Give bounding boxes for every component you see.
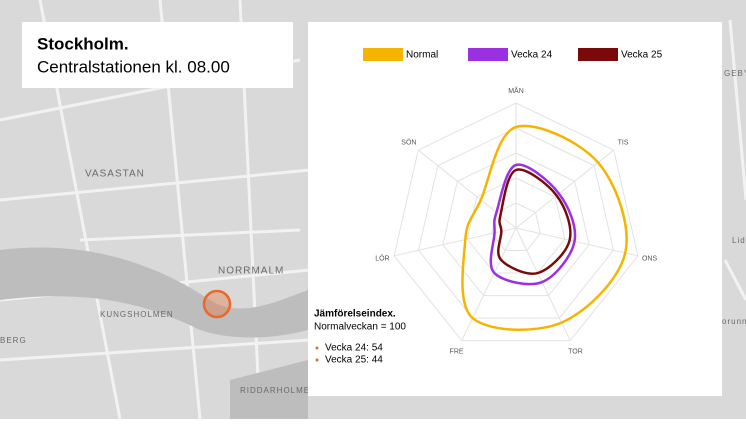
grid-spoke (461, 227, 517, 341)
grid-ring (417, 127, 615, 319)
map-label: BERG (0, 336, 27, 345)
map-label: KUNGSHOLMEN (100, 310, 174, 319)
grid-spoke (515, 227, 638, 257)
map-label: GEBY-L (724, 69, 746, 78)
legend-label: Vecka 25 (621, 50, 663, 61)
map-label: orunn (722, 317, 746, 326)
axis-label: FRE (450, 348, 464, 355)
bullet (315, 346, 319, 350)
map-water (0, 247, 308, 338)
legend-label: Normal (406, 50, 438, 61)
note-item: Vecka 25: 44 (325, 355, 383, 366)
chart-panel (308, 22, 722, 396)
grid-ring (442, 152, 590, 297)
radar-chart: MÅN TIS ONS TOR FRE LÖR SÖN Normal Vecka 24 Vecka… (363, 48, 663, 355)
axis-label: MÅN (508, 86, 524, 95)
subtitle: Centralstationen kl. 08.00 (37, 57, 230, 76)
notes-title: Jämförelseindex. (314, 309, 396, 320)
map-water (230, 360, 308, 419)
axis-label: TIS (618, 139, 629, 146)
legend-swatch (468, 48, 508, 61)
map-label: RIDDARHOLMEN (240, 386, 317, 395)
axis-label: TOR (568, 348, 583, 355)
grid-ring (393, 102, 639, 342)
grid-ring (466, 177, 566, 274)
axis-label: ONS (642, 255, 658, 262)
legend-label: Vecka 24 (511, 50, 553, 61)
map-label: NORRMALM (218, 266, 284, 277)
axis-label: LÖR (375, 254, 389, 262)
station-marker (202, 289, 232, 319)
legend-swatch (578, 48, 618, 61)
series-line (497, 168, 572, 275)
bullet (315, 358, 319, 362)
note-item: Vecka 24: 54 (325, 343, 383, 354)
title-box (22, 22, 293, 88)
series-line (461, 124, 628, 331)
title: Stockholm. (37, 34, 129, 53)
series-line (489, 163, 577, 286)
legend-swatch (363, 48, 403, 61)
map-label: VASASTAN (85, 169, 145, 180)
map-label: Lidi (732, 236, 746, 245)
notes-subtitle: Normalveckan = 100 (314, 322, 406, 333)
axis-label: SÖN (401, 138, 416, 146)
